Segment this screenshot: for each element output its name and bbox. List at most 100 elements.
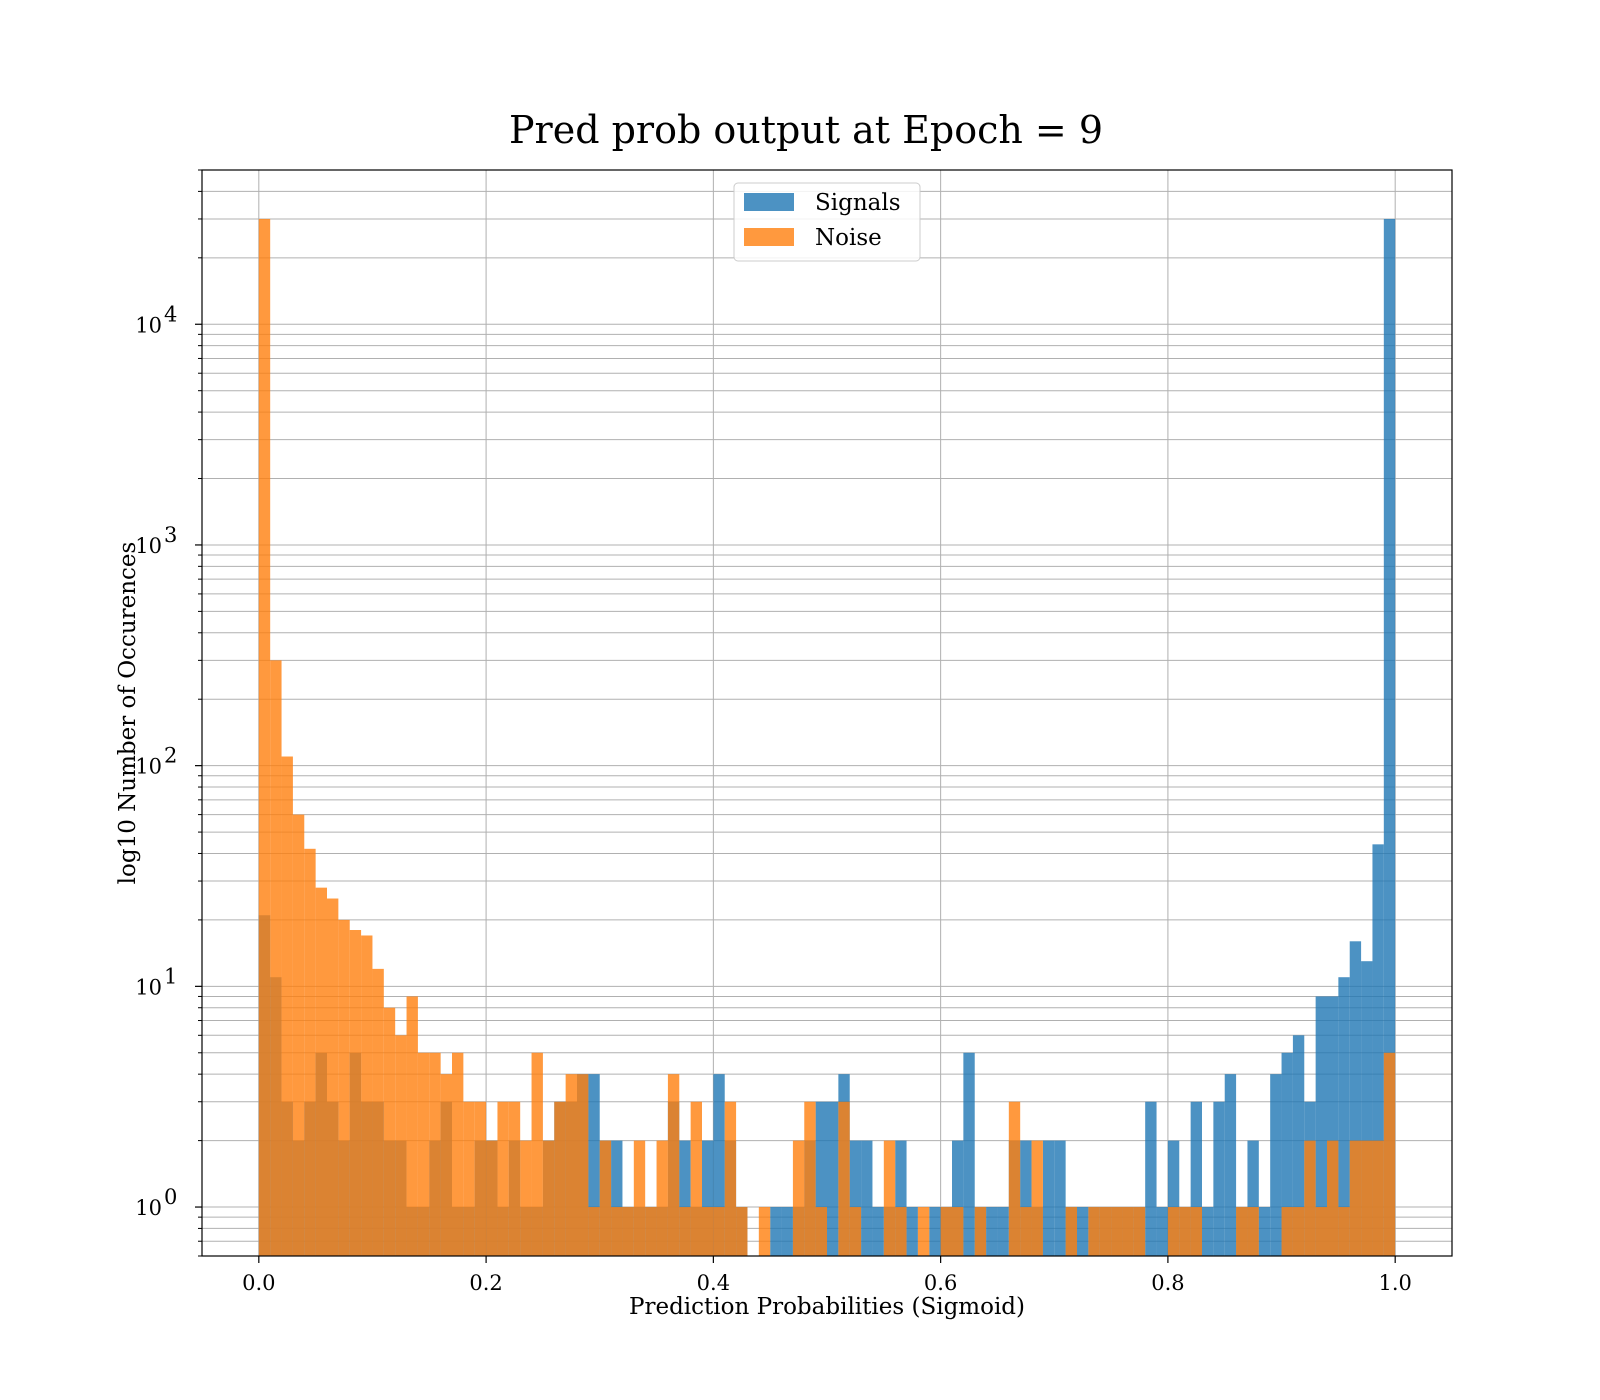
bar-noise bbox=[542, 1140, 555, 1256]
legend-swatch-noise bbox=[744, 228, 794, 246]
bar-noise bbox=[1327, 1140, 1339, 1256]
legend-label-noise: Noise bbox=[815, 225, 882, 251]
bar-signals bbox=[906, 1207, 918, 1256]
y-tick-exponent: 2 bbox=[164, 744, 177, 768]
plot-frame bbox=[201, 169, 1453, 1257]
bar-signals bbox=[963, 1052, 975, 1256]
x-tick-label: 0.0 bbox=[242, 1271, 275, 1295]
bar-signals bbox=[1224, 1074, 1237, 1256]
bar-noise bbox=[1247, 1207, 1259, 1256]
bar-noise bbox=[792, 1140, 805, 1256]
bar-signals bbox=[815, 1101, 827, 1256]
bar-signals bbox=[1292, 1035, 1305, 1256]
bar-noise bbox=[440, 1074, 452, 1256]
bar-noise bbox=[1088, 1207, 1100, 1256]
bar-noise bbox=[417, 1052, 430, 1256]
bar-signals bbox=[1327, 996, 1339, 1256]
bar-signals bbox=[1145, 1101, 1157, 1256]
bar-signals bbox=[1190, 1101, 1202, 1256]
y-tick-exponent: 3 bbox=[164, 523, 177, 547]
bar-noise bbox=[1281, 1207, 1293, 1256]
bar-noise bbox=[1349, 1140, 1362, 1256]
bar-signals bbox=[1372, 844, 1384, 1256]
legend-label-signals: Signals bbox=[815, 190, 901, 216]
bar-signals bbox=[1213, 1101, 1225, 1256]
x-axis-label: Prediction Probabilities (Sigmoid) bbox=[629, 1294, 1025, 1320]
bar-noise bbox=[338, 919, 350, 1256]
bar-noise bbox=[1179, 1207, 1191, 1256]
y-tick-exponent: 4 bbox=[164, 302, 177, 326]
bar-signals bbox=[770, 1207, 782, 1256]
bar-noise bbox=[474, 1101, 487, 1256]
bar-noise bbox=[258, 218, 271, 1256]
bar-noise bbox=[713, 1207, 725, 1256]
bar-noise bbox=[667, 1074, 680, 1256]
bar-noise bbox=[849, 1207, 862, 1256]
bar-noise bbox=[974, 1207, 987, 1256]
bar-noise bbox=[1020, 1207, 1032, 1256]
bar-noise bbox=[611, 1207, 623, 1256]
bar-signals bbox=[713, 1074, 725, 1256]
bar-noise bbox=[1372, 1140, 1384, 1256]
bar-noise bbox=[315, 887, 327, 1256]
bar-noise bbox=[395, 1035, 407, 1256]
y-tick-label: 10 bbox=[135, 1196, 162, 1220]
bar-noise bbox=[406, 996, 418, 1256]
bar-noise bbox=[304, 848, 316, 1256]
x-tick-label: 0.2 bbox=[469, 1271, 502, 1295]
bar-noise bbox=[497, 1101, 509, 1256]
bar-noise bbox=[588, 1207, 600, 1256]
bar-noise bbox=[1292, 1207, 1305, 1256]
bar-signals bbox=[997, 1207, 1009, 1256]
bar-signals bbox=[679, 1140, 691, 1256]
y-tick-exponent: 1 bbox=[164, 964, 177, 988]
bar-noise bbox=[1065, 1207, 1077, 1256]
bar-noise bbox=[656, 1140, 668, 1256]
x-tick-label: 0.6 bbox=[924, 1271, 957, 1295]
bar-noise bbox=[622, 1207, 634, 1256]
bar-noise bbox=[554, 1101, 566, 1256]
bar-noise bbox=[1099, 1207, 1112, 1256]
bar-signals bbox=[781, 1207, 793, 1256]
bar-signals bbox=[702, 1140, 714, 1256]
bar-signals bbox=[1258, 1207, 1271, 1256]
bar-noise bbox=[1383, 1052, 1396, 1256]
bar-noise bbox=[1190, 1207, 1202, 1256]
histogram-bars bbox=[258, 218, 1396, 1256]
bar-noise bbox=[690, 1101, 702, 1256]
bar-signals bbox=[1167, 1140, 1180, 1256]
bar-noise bbox=[645, 1207, 657, 1256]
bar-noise bbox=[702, 1207, 714, 1256]
bar-noise bbox=[361, 935, 373, 1256]
bar-noise bbox=[281, 756, 293, 1256]
bar-noise bbox=[1167, 1207, 1180, 1256]
y-tick-label: 10 bbox=[135, 755, 162, 779]
bar-noise bbox=[1236, 1207, 1248, 1256]
bar-noise bbox=[940, 1207, 952, 1256]
bar-signals bbox=[611, 1140, 623, 1256]
bar-signals bbox=[827, 1101, 839, 1256]
bar-signals bbox=[1247, 1140, 1259, 1256]
bar-noise bbox=[1361, 1140, 1373, 1256]
bar-noise bbox=[1304, 1140, 1316, 1256]
bar-signals bbox=[895, 1140, 907, 1256]
bar-noise bbox=[724, 1101, 737, 1256]
legend-swatch-signals bbox=[744, 193, 794, 211]
bar-noise bbox=[1315, 1207, 1327, 1256]
bar-noise bbox=[531, 1052, 543, 1256]
bar-noise bbox=[508, 1101, 521, 1256]
y-tick-label: 10 bbox=[135, 313, 162, 337]
bar-noise bbox=[883, 1140, 896, 1256]
bar-noise bbox=[633, 1140, 646, 1256]
bar-noise bbox=[952, 1207, 964, 1256]
bar-signals bbox=[588, 1074, 600, 1256]
bar-noise bbox=[804, 1101, 816, 1256]
bar-signals bbox=[849, 1140, 862, 1256]
bar-signals bbox=[1349, 941, 1362, 1256]
y-axis-label: log10 Number of Occurences bbox=[115, 542, 141, 885]
bar-noise bbox=[599, 1140, 612, 1256]
bar-signals bbox=[1077, 1207, 1089, 1256]
